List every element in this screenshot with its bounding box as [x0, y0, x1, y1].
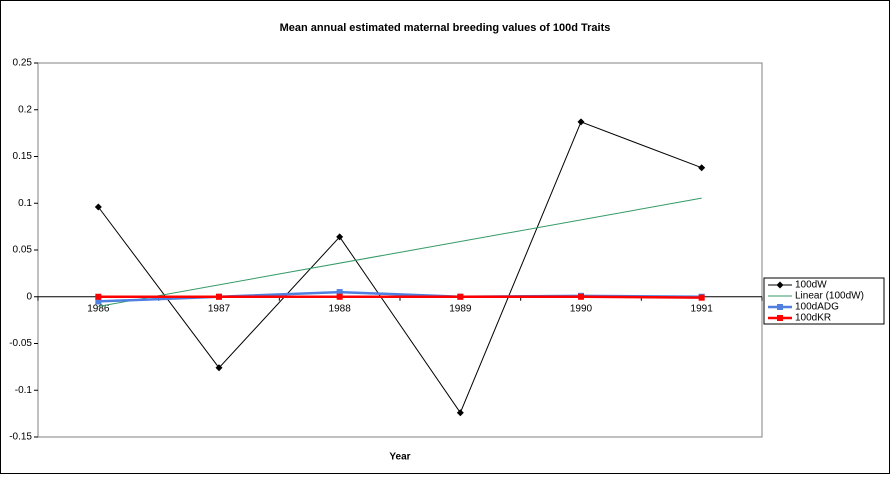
legend-label: Linear (100dW): [795, 291, 864, 302]
series-line: [98, 295, 702, 299]
marker: [577, 118, 585, 126]
chart-title: Mean annual estimated maternal breeding …: [280, 22, 611, 34]
x-tick-label: 1987: [208, 303, 231, 314]
legend-label: 100dADG: [795, 302, 839, 313]
marker: [777, 304, 783, 310]
marker: [336, 293, 343, 300]
marker: [777, 315, 783, 321]
y-tick-label: 0.25: [13, 58, 33, 69]
legend: [763, 277, 885, 325]
marker: [698, 164, 706, 172]
x-tick-label: 1986: [87, 303, 110, 314]
trendline: [98, 197, 702, 307]
marker: [216, 293, 222, 300]
y-tick-label: 0.2: [18, 104, 32, 115]
marker: [776, 281, 784, 289]
x-tick-label: 1988: [329, 303, 352, 314]
legend-label: 100dKR: [795, 313, 831, 324]
marker: [95, 293, 102, 300]
y-tick-label: -0.15: [9, 432, 32, 443]
marker: [215, 364, 223, 372]
x-axis-title: Year: [389, 452, 410, 463]
marker: [698, 294, 705, 301]
legend-label: 100dW: [795, 280, 827, 291]
plot-area: [37, 62, 763, 438]
y-tick-label: -0.05: [9, 338, 32, 349]
marker: [95, 298, 102, 305]
y-tick-label: 0.05: [13, 245, 33, 256]
marker: [336, 289, 343, 296]
x-tick-label: 1991: [691, 303, 714, 314]
y-tick-label: 0: [26, 291, 32, 302]
y-tick-label: 0.1: [18, 198, 32, 209]
marker: [457, 293, 464, 300]
marker: [94, 203, 102, 211]
x-tick-label: 1989: [449, 303, 472, 314]
marker: [578, 293, 584, 300]
marker: [456, 409, 464, 417]
marker: [336, 233, 344, 241]
y-tick-label: -0.1: [15, 385, 33, 396]
x-tick-label: 1990: [570, 303, 593, 314]
y-tick-label: 0.15: [13, 151, 33, 162]
series-line: [97, 121, 702, 414]
